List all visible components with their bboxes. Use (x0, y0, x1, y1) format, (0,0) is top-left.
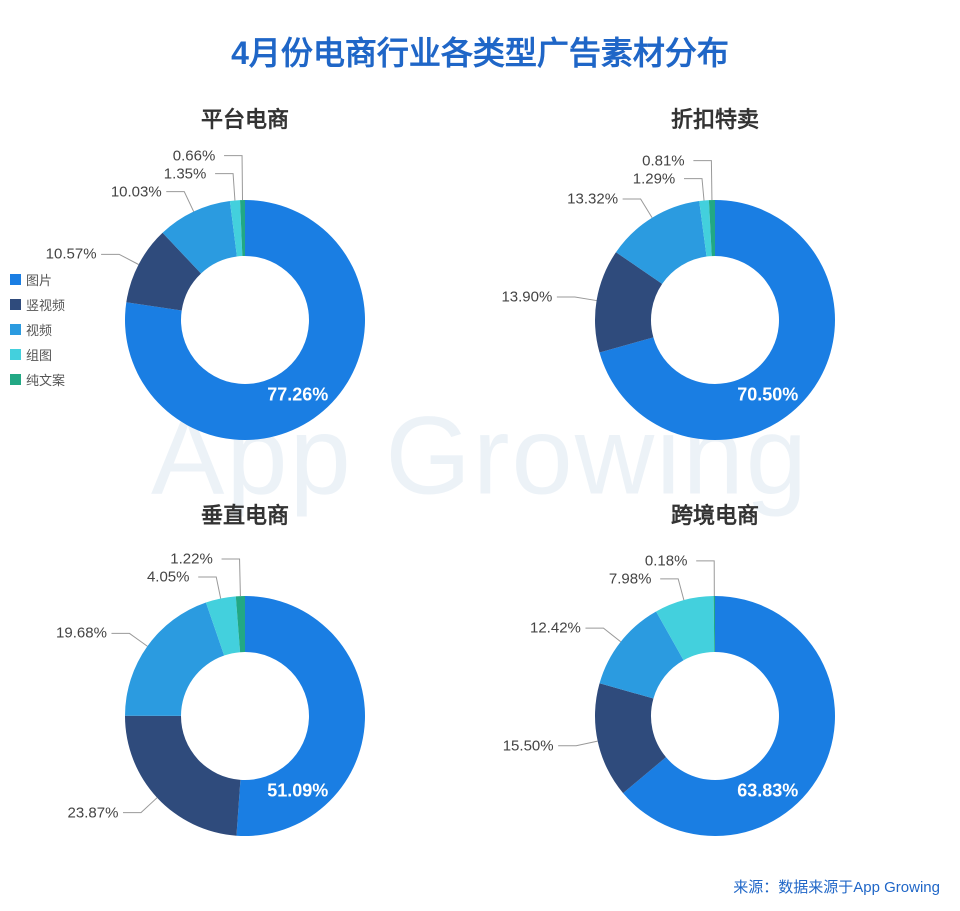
donut-hole (182, 653, 309, 780)
slice-label: 13.90% (501, 288, 552, 305)
donut-hole (652, 257, 779, 384)
legend-label: 纯文案 (26, 370, 65, 389)
leader-line (215, 174, 235, 201)
slice-label: 1.29% (633, 170, 676, 187)
donut-hole (652, 653, 779, 780)
leader-line (585, 628, 620, 642)
legend-label: 图片 (26, 270, 52, 289)
leader-line (696, 561, 714, 596)
donut-hole (182, 257, 309, 384)
leader-line (222, 559, 241, 596)
chart-cell: 平台电商 77.26%10.57%10.03%1.35%0.66% (75, 84, 415, 480)
slice-label: 19.68% (56, 625, 107, 642)
chart-subtitle: 垂直电商 (201, 498, 289, 530)
leader-line (123, 798, 157, 813)
slice-label: 23.87% (68, 804, 119, 821)
legend-label: 视频 (26, 320, 52, 339)
chart-row: 平台电商77.26%10.57%10.03%1.35%0.66%折扣特卖70.5… (0, 84, 960, 480)
donut-chart: 77.26%10.57%10.03%1.35%0.66% (75, 140, 415, 480)
chart-subtitle: 平台电商 (201, 102, 289, 134)
leader-line (101, 254, 139, 264)
legend-swatch (10, 349, 21, 360)
slice-label: 4.05% (147, 568, 190, 585)
charts-grid: 平台电商77.26%10.57%10.03%1.35%0.66%折扣特卖70.5… (0, 84, 960, 876)
page-title: 4月份电商行业各类型广告素材分布 (0, 0, 960, 84)
legend-label: 组图 (26, 345, 52, 364)
chart-cell: 折扣特卖70.50%13.90%13.32%1.29%0.81% (545, 84, 885, 480)
legend-swatch (10, 324, 21, 335)
leader-line (558, 741, 598, 746)
slice-label: 0.81% (642, 152, 685, 169)
slice-label: 0.66% (173, 147, 216, 164)
slice-label: 12.42% (530, 620, 581, 637)
slice-label: 7.98% (609, 570, 652, 587)
chart-cell: 跨境电商 63.83%15.50%12.42%7.98%0.18% (545, 480, 885, 876)
slice-label-main: 70.50% (737, 385, 798, 406)
chart-row: 垂直电商51.09%23.87%19.68%4.05%1.22%跨境电商63.8… (0, 480, 960, 876)
legend-swatch (10, 274, 21, 285)
chart-cell: 垂直电商 51.09%23.87%19.68%4.05%1.22% (75, 480, 415, 876)
slice-label-main: 51.09% (267, 781, 328, 802)
legend-swatch (10, 374, 21, 385)
leader-line (111, 633, 147, 646)
donut-chart: 51.09%23.87%19.68%4.05%1.22% (75, 536, 415, 876)
leader-line (684, 179, 704, 201)
leader-line (198, 577, 220, 599)
leader-line (557, 297, 597, 301)
legend-label: 竖视频 (26, 295, 65, 314)
slice-label: 1.22% (170, 550, 213, 567)
slice-label: 15.50% (503, 737, 554, 754)
legend-swatch (10, 299, 21, 310)
leader-line (166, 192, 193, 212)
legend-item: 视频 (10, 320, 65, 339)
chart-subtitle: 跨境电商 (671, 498, 759, 530)
slice-label-main: 77.26% (267, 385, 328, 406)
legend-item: 竖视频 (10, 295, 65, 314)
legend-item: 组图 (10, 345, 65, 364)
donut-chart: 70.50%13.90%13.32%1.29%0.81% (545, 140, 885, 480)
legend: 图片竖视频视频组图纯文案 (10, 270, 65, 395)
slice-label: 10.03% (111, 183, 162, 200)
leader-line (623, 199, 653, 218)
legend-item: 图片 (10, 270, 65, 289)
legend-item: 纯文案 (10, 370, 65, 389)
donut-chart: 63.83%15.50%12.42%7.98%0.18% (545, 536, 885, 876)
slice-label: 13.32% (567, 191, 618, 208)
slice-label: 0.18% (645, 552, 688, 569)
source-text: 来源：数据来源于App Growing (733, 876, 940, 897)
leader-line (660, 579, 684, 600)
slice-label-main: 63.83% (737, 781, 798, 802)
chart-subtitle: 折扣特卖 (671, 102, 759, 134)
slice-label: 1.35% (164, 165, 207, 182)
slice-label: 10.57% (46, 246, 97, 263)
